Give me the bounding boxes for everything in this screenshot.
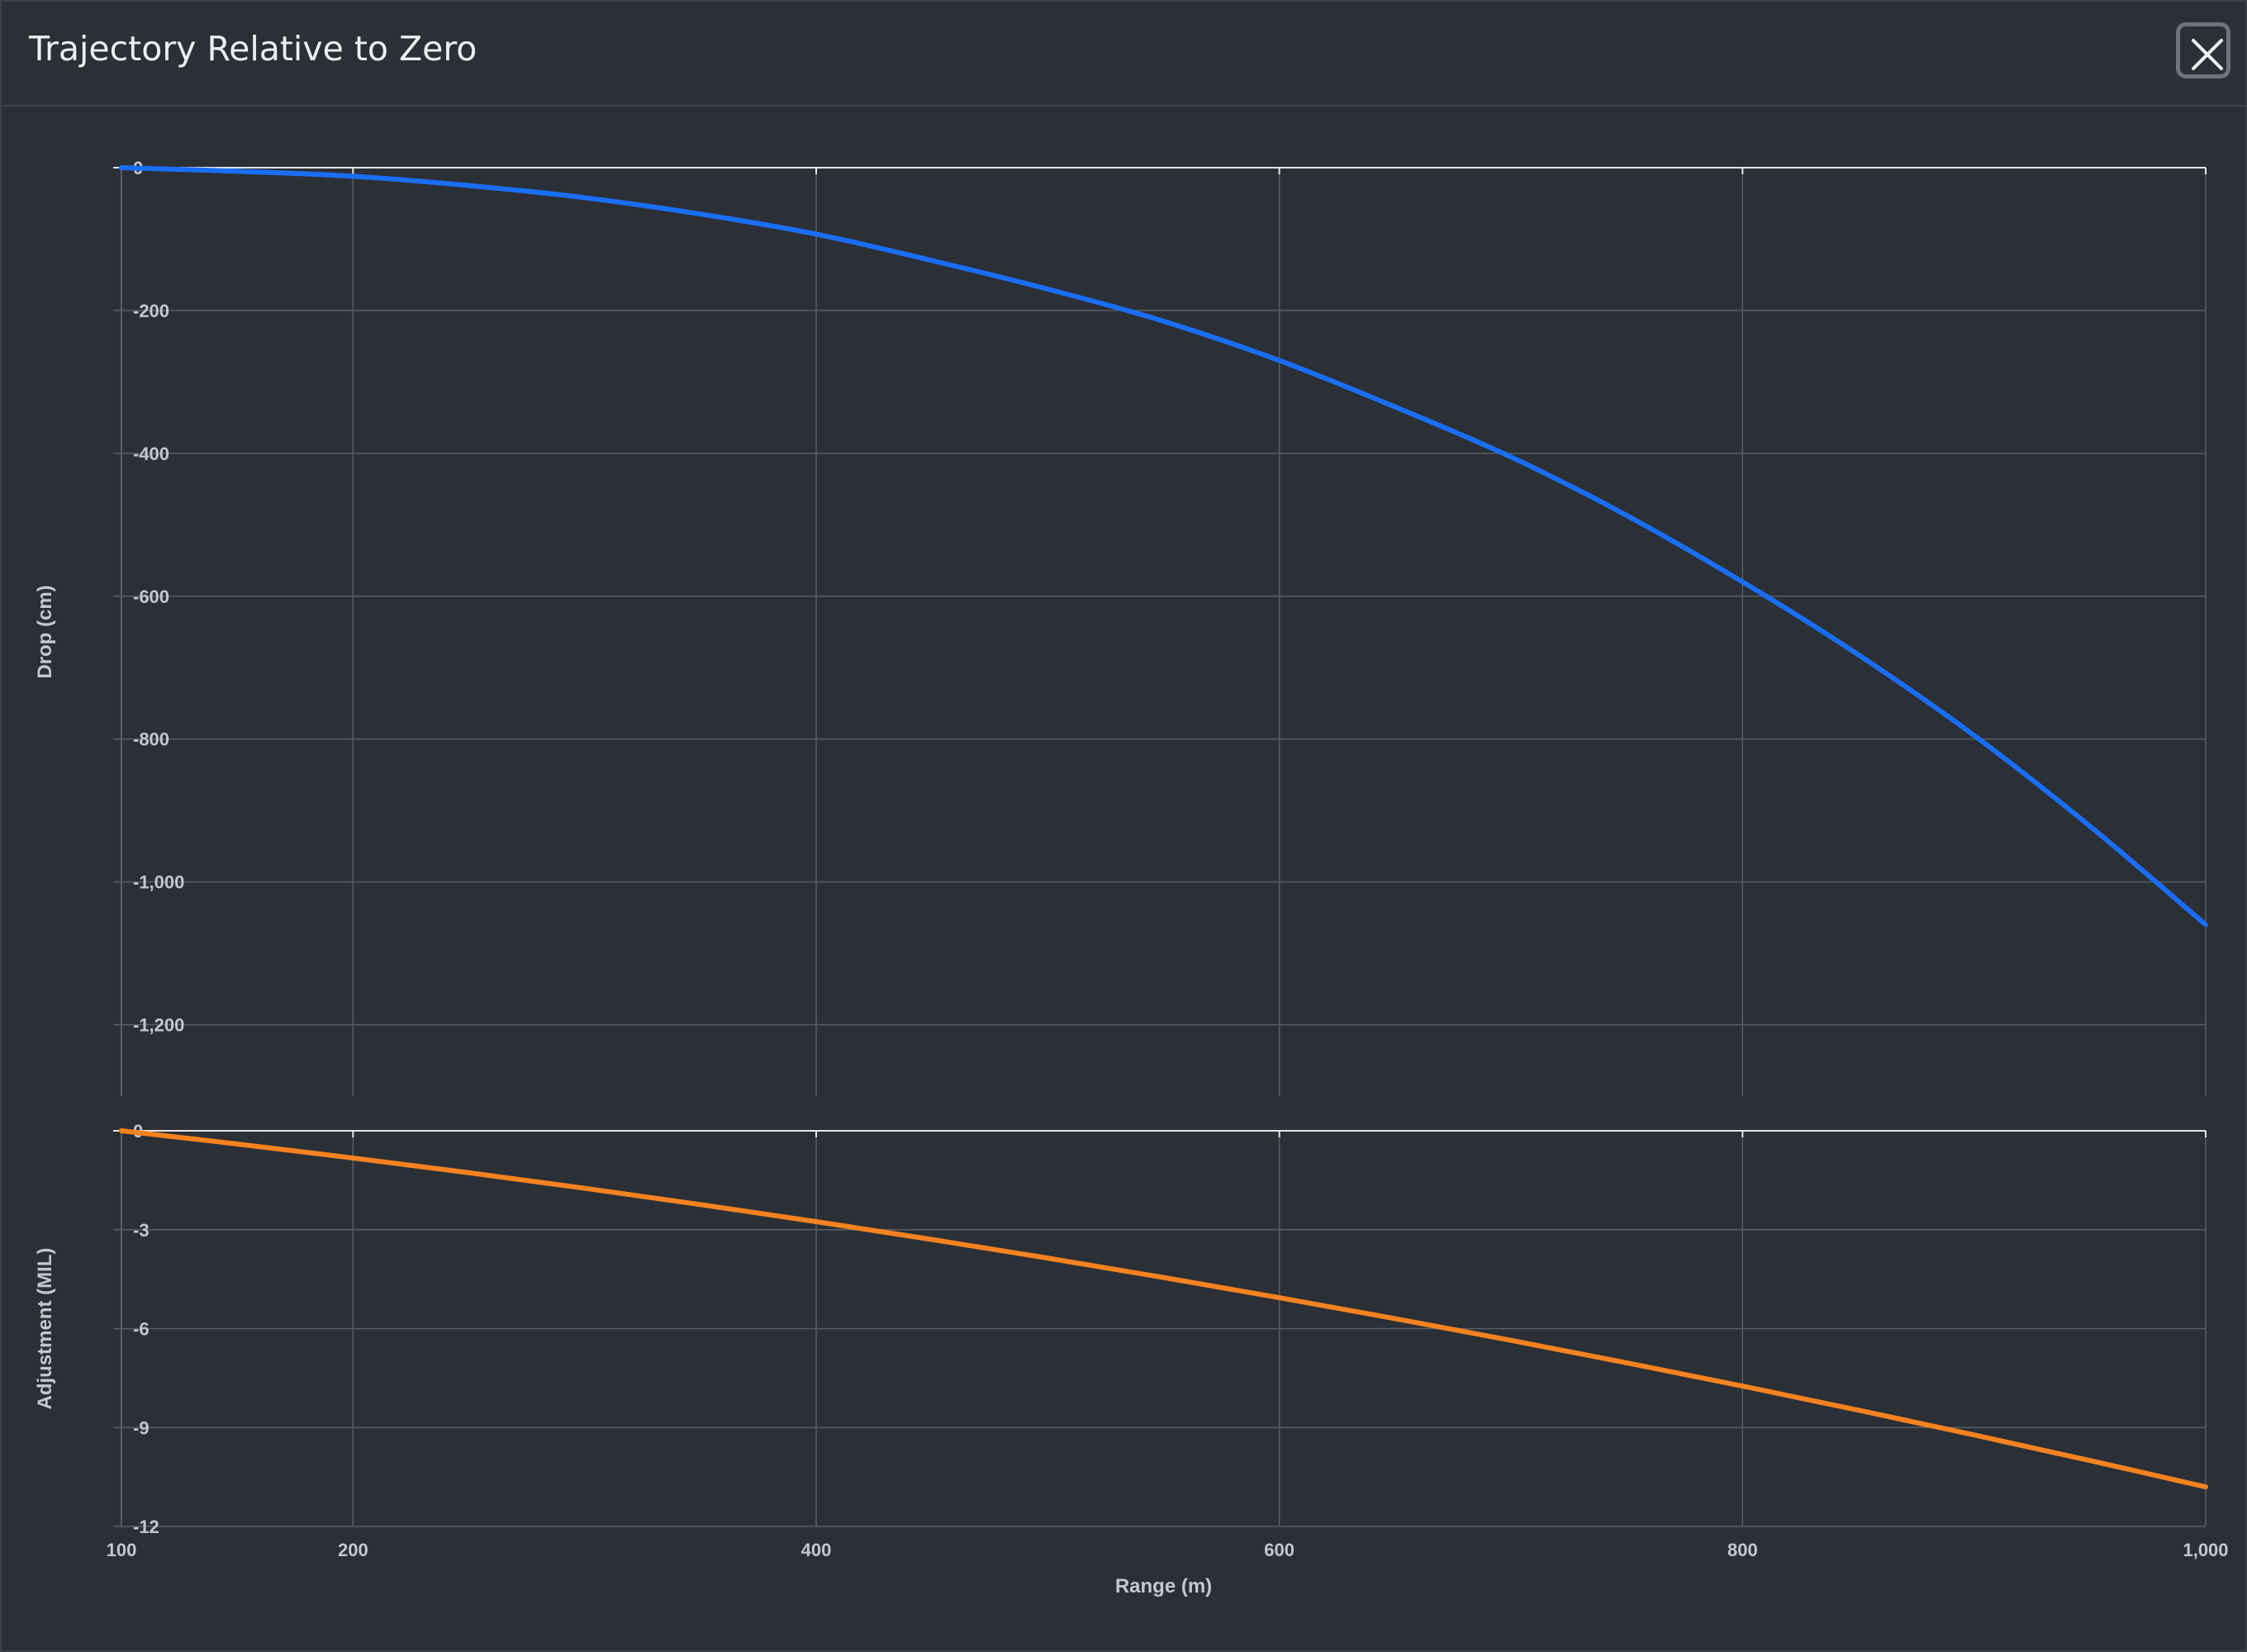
- adjustment-ytick-label: -6: [133, 1319, 150, 1340]
- drop-ytick-label: -800: [133, 729, 169, 750]
- adjustment-ytick-label: -3: [133, 1220, 150, 1241]
- drop-series-line: [119, 165, 2208, 928]
- x-tick-label: 100: [107, 1540, 137, 1560]
- adjustment-series-line: [119, 1128, 2208, 1490]
- drop-ytick-label: -200: [133, 301, 169, 321]
- x-tick-label: 600: [1264, 1540, 1295, 1560]
- adjustment-y-axis-title: Adjustment (MIL): [34, 1248, 56, 1410]
- close-icon: [2192, 39, 2223, 70]
- drop-ytick-label: -1,200: [133, 1015, 184, 1036]
- drop-ytick-label: -1,000: [133, 872, 184, 893]
- x-tick-label: 400: [801, 1540, 832, 1560]
- adjustment-ytick-label: -12: [133, 1517, 159, 1537]
- x-tick-label: 200: [338, 1540, 368, 1560]
- x-tick-label: 800: [1727, 1540, 1758, 1560]
- close-button[interactable]: [2176, 22, 2230, 78]
- drop-y-axis-title: Drop (cm): [34, 585, 56, 678]
- x-tick-label: 1,000: [2183, 1540, 2228, 1560]
- adjustment-ytick-label: -9: [133, 1417, 150, 1438]
- drop-ytick-label: -400: [133, 444, 169, 464]
- title-bar: Trajectory Relative to Zero: [2, 2, 2245, 107]
- window-title: Trajectory Relative to Zero: [29, 29, 477, 69]
- x-axis-title: Range (m): [1115, 1575, 1212, 1597]
- drop-ytick-label: -600: [133, 586, 169, 607]
